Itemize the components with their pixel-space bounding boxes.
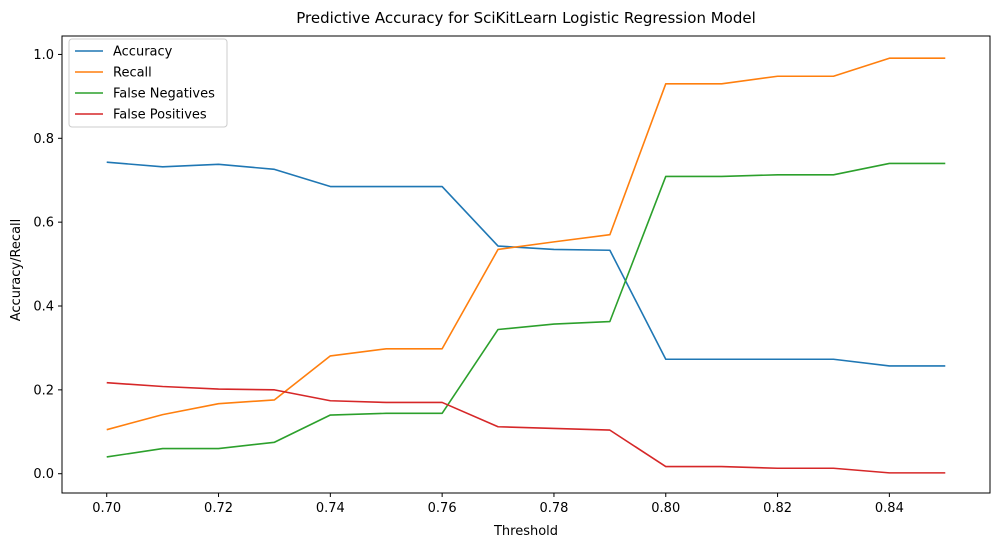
series-line-false-positives: [106, 381, 946, 474]
legend-label-recall: Recall: [113, 66, 152, 81]
legend-label-false-negatives: False Negatives: [113, 87, 215, 102]
x-tick-label: 0.72: [204, 501, 233, 516]
y-axis-label: Accuracy/Recall: [9, 219, 24, 322]
legend-label-accuracy: Accuracy: [113, 45, 173, 60]
x-tick-label: 0.76: [428, 501, 457, 516]
x-tick-label: 0.78: [539, 501, 568, 516]
x-tick-label: 0.74: [316, 501, 345, 516]
y-tick-label: 0.2: [33, 383, 54, 398]
x-tick-label: 0.70: [92, 501, 121, 516]
y-tick-label: 1.0: [33, 48, 54, 63]
x-tick-label: 0.84: [875, 501, 904, 516]
y-tick-label: 0.0: [33, 467, 54, 482]
x-tick-label: 0.80: [651, 501, 680, 516]
y-axis-ticks: 0.0 0.2 0.4 0.6 0.8 1.0: [33, 48, 62, 482]
y-tick-label: 0.6: [33, 216, 54, 231]
legend-label-false-positives: False Positives: [113, 108, 207, 123]
legend: Accuracy Recall False Negatives False Posit…: [68, 38, 228, 128]
x-axis-ticks: 0.70 0.72 0.74 0.76 0.78 0.80 0.82 0.84: [92, 493, 904, 516]
chart-title: Predictive Accuracy for SciKitLearn Logi…: [296, 9, 756, 27]
series-line-false-negatives: [106, 162, 946, 458]
series-line-accuracy: [106, 161, 946, 367]
y-tick-label: 0.4: [33, 300, 54, 315]
plot-lines: [106, 57, 946, 474]
legend-box: [68, 38, 228, 128]
series-line-recall: [106, 57, 946, 431]
plot-frame: [61, 35, 991, 494]
x-axis-label: Threshold: [493, 524, 558, 539]
x-tick-label: 0.82: [763, 501, 792, 516]
y-tick-label: 0.8: [33, 132, 54, 147]
